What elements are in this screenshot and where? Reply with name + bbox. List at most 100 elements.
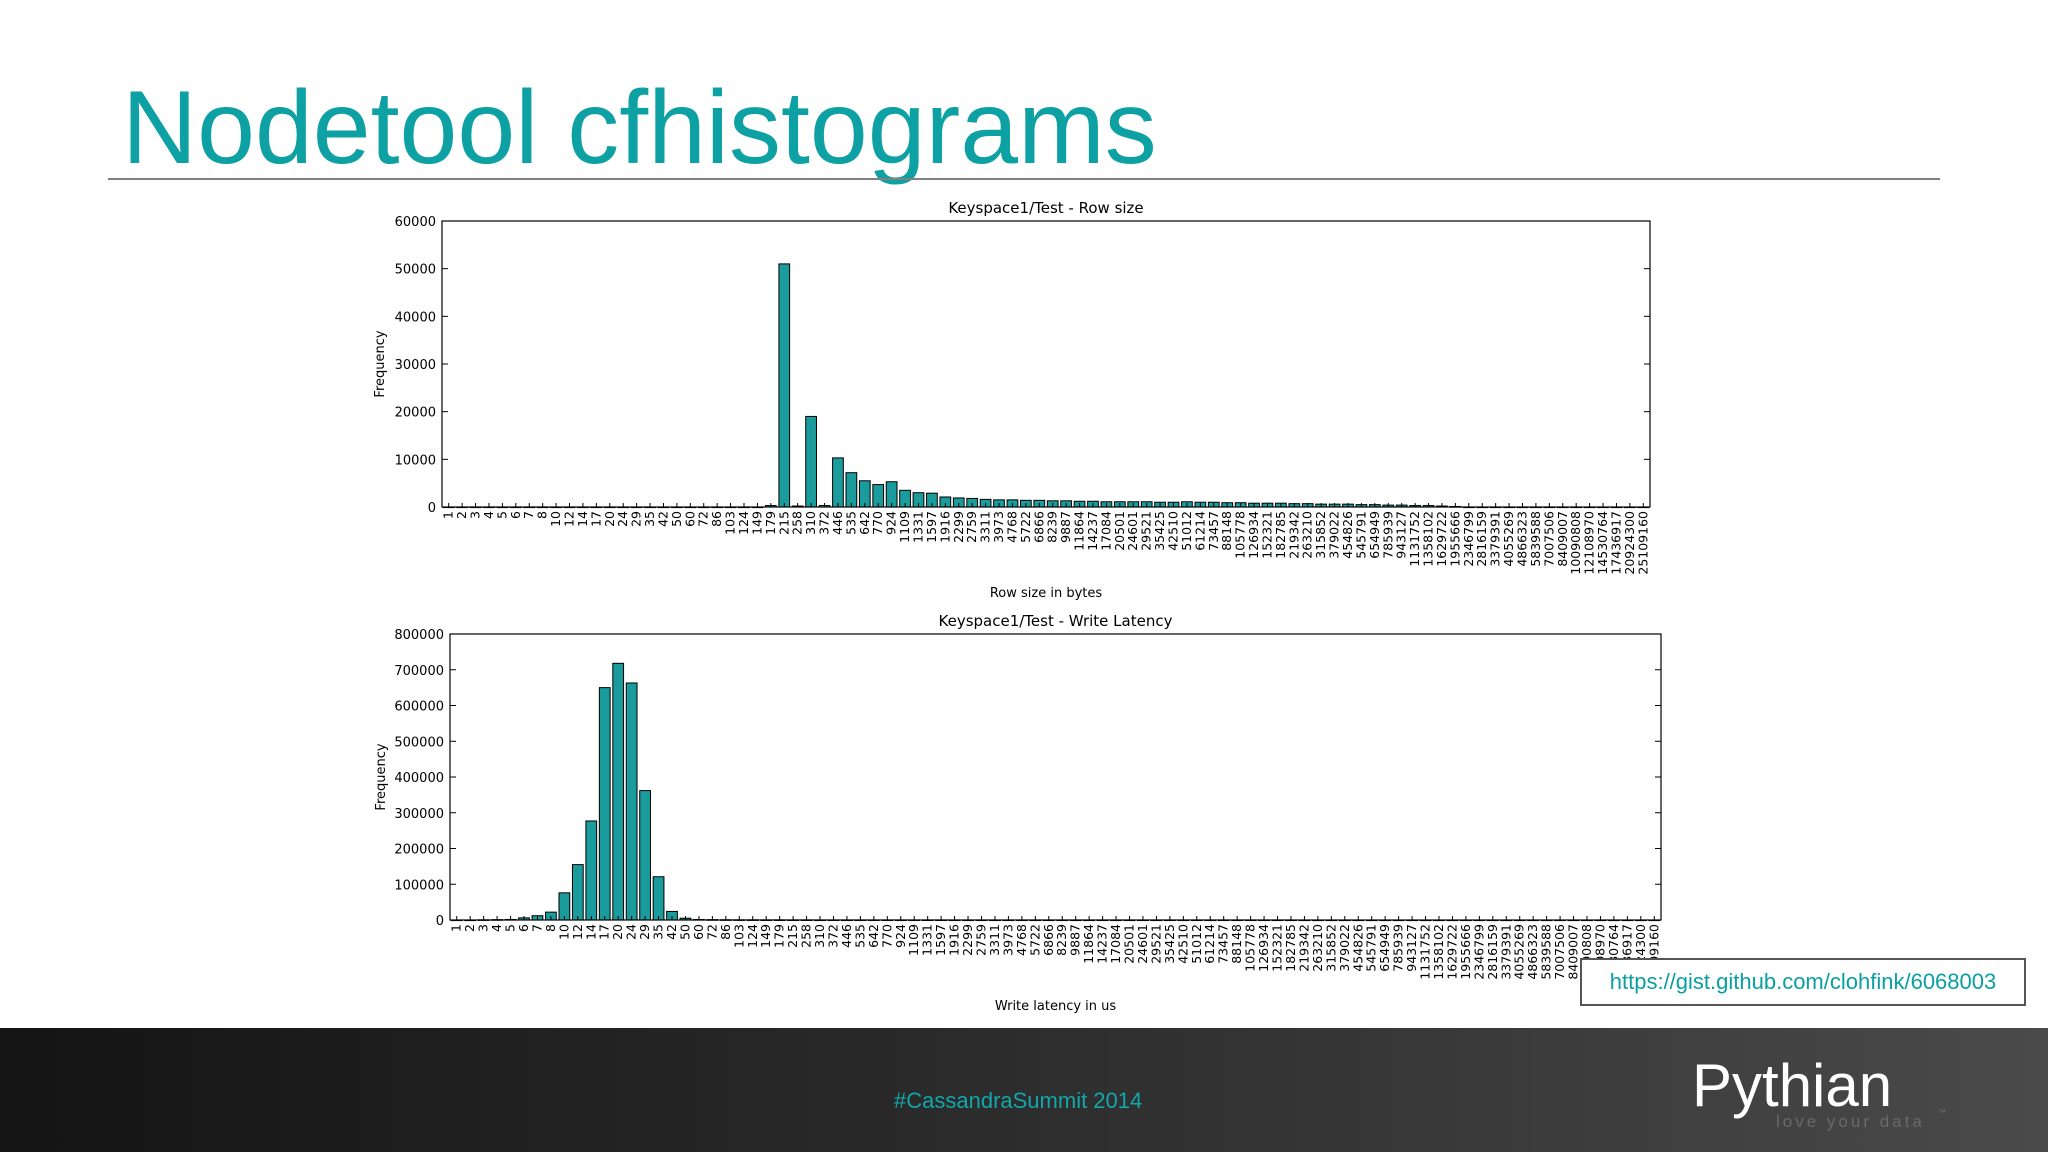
y-tick-label: 100000 bbox=[394, 878, 444, 893]
x-tick-label-4768: 4768 bbox=[1004, 511, 1019, 543]
x-tick-label-11864: 11864 bbox=[1072, 511, 1087, 551]
x-tick-label-545791: 545791 bbox=[1364, 924, 1379, 972]
y-axis-label: Frequency bbox=[373, 330, 388, 397]
x-tick-label-545791: 545791 bbox=[1353, 511, 1368, 559]
x-tick-label-785939: 785939 bbox=[1391, 924, 1406, 972]
x-tick-label-7: 7 bbox=[521, 511, 536, 519]
x-tick-label-6866: 6866 bbox=[1041, 924, 1056, 956]
x-tick-label-8239: 8239 bbox=[1045, 511, 1060, 543]
x-tick-label-25109160: 25109160 bbox=[1635, 511, 1650, 575]
x-tick-label-126934: 126934 bbox=[1256, 924, 1271, 972]
gist-link-box[interactable]: https://gist.github.com/clohfink/6068003 bbox=[1580, 958, 2026, 1006]
bar-35 bbox=[652, 876, 665, 921]
x-tick-label-446: 446 bbox=[839, 924, 854, 948]
x-tick-label-1955666: 1955666 bbox=[1458, 924, 1473, 980]
x-tick-label-219342: 219342 bbox=[1296, 924, 1311, 972]
x-tick-label-24: 24 bbox=[615, 511, 630, 527]
bar-10 bbox=[558, 892, 571, 921]
x-tick-label-1955666: 1955666 bbox=[1447, 511, 1462, 567]
x-tick-label-1131752: 1131752 bbox=[1418, 924, 1433, 980]
x-tick-label-10090808: 10090808 bbox=[1568, 511, 1583, 575]
y-tick-label: 300000 bbox=[394, 807, 444, 822]
x-tick-label-1597: 1597 bbox=[924, 511, 939, 543]
x-tick-label-8239: 8239 bbox=[1054, 924, 1069, 956]
logo-trademark: ™ bbox=[1938, 1108, 1946, 1117]
x-tick-label-105778: 105778 bbox=[1233, 511, 1248, 559]
bar-14 bbox=[585, 820, 598, 921]
x-tick-label-1: 1 bbox=[441, 511, 456, 519]
x-tick-label-20924300: 20924300 bbox=[1622, 511, 1637, 575]
x-tick-label-24: 24 bbox=[624, 924, 639, 940]
x-tick-label-35425: 35425 bbox=[1162, 924, 1177, 964]
bar-446 bbox=[832, 457, 844, 508]
x-tick-label-5722: 5722 bbox=[1018, 511, 1033, 543]
x-tick-label-785939: 785939 bbox=[1380, 511, 1395, 559]
x-tick-label-1358102: 1358102 bbox=[1431, 924, 1446, 980]
x-tick-label-654949: 654949 bbox=[1367, 511, 1382, 559]
x-tick-label-29521: 29521 bbox=[1148, 924, 1163, 964]
logo-wordmark: Pythian bbox=[1692, 1052, 1893, 1119]
gist-link[interactable]: https://gist.github.com/clohfink/6068003 bbox=[1609, 969, 1997, 994]
bar-24 bbox=[625, 682, 638, 921]
x-tick-label-3973: 3973 bbox=[991, 511, 1006, 543]
y-tick-label: 0 bbox=[428, 501, 436, 516]
x-tick-label-258: 258 bbox=[799, 924, 814, 948]
y-tick-label: 50000 bbox=[395, 263, 436, 278]
x-tick-label-50: 50 bbox=[677, 924, 692, 940]
x-tick-label-215: 215 bbox=[776, 511, 791, 535]
x-tick-label-8: 8 bbox=[543, 924, 558, 932]
x-tick-label-315852: 315852 bbox=[1313, 511, 1328, 559]
x-tick-label-372: 372 bbox=[817, 511, 832, 535]
x-tick-label-943127: 943127 bbox=[1394, 511, 1409, 559]
x-tick-label-72: 72 bbox=[704, 924, 719, 940]
y-tick-label: 60000 bbox=[395, 215, 436, 230]
x-tick-label-29521: 29521 bbox=[1139, 511, 1154, 551]
x-tick-label-17: 17 bbox=[597, 924, 612, 940]
x-tick-label-12: 12 bbox=[570, 924, 585, 940]
slide-title: Nodetool cfhistograms bbox=[122, 70, 1157, 186]
logo-tagline: love your data bbox=[1776, 1112, 1925, 1131]
x-tick-label-124: 124 bbox=[736, 511, 751, 535]
x-tick-label-182785: 182785 bbox=[1283, 924, 1298, 972]
x-tick-label-642: 642 bbox=[857, 511, 872, 535]
x-tick-label-50: 50 bbox=[669, 511, 684, 527]
write-latency-histogram: Keyspace1/Test - Write Latency 0 100000 200… bbox=[374, 612, 1662, 1014]
x-tick-label-924: 924 bbox=[884, 511, 899, 535]
y-tick-label: 10000 bbox=[395, 453, 436, 468]
x-tick-label-20: 20 bbox=[602, 511, 617, 527]
y-tick-label: 40000 bbox=[395, 310, 436, 325]
x-tick-label-11864: 11864 bbox=[1081, 924, 1096, 964]
x-tick-label-263210: 263210 bbox=[1310, 924, 1325, 972]
x-tick-label-6: 6 bbox=[516, 924, 531, 932]
row-size-histogram: Keyspace1/Test - Row size 0 10000 20000 3000… bbox=[373, 199, 1651, 600]
x-tick-label-2346799: 2346799 bbox=[1471, 924, 1486, 980]
x-tick-label-8409007: 8409007 bbox=[1555, 511, 1570, 567]
x-tick-label-3973: 3973 bbox=[1000, 924, 1015, 956]
x-tick-label-73457: 73457 bbox=[1206, 511, 1221, 551]
bar-310 bbox=[805, 415, 817, 508]
x-tick-label-149: 149 bbox=[749, 511, 764, 535]
x-tick-label-24601: 24601 bbox=[1135, 924, 1150, 964]
x-tick-label-88148: 88148 bbox=[1229, 924, 1244, 964]
x-tick-label-315852: 315852 bbox=[1323, 924, 1338, 972]
x-tick-label-20501: 20501 bbox=[1122, 924, 1137, 964]
x-tick-label-258: 258 bbox=[790, 511, 805, 535]
x-tick-label-88148: 88148 bbox=[1219, 511, 1234, 551]
x-tick-label-12: 12 bbox=[562, 511, 577, 527]
footer-hashtag: #CassandraSummit 2014 bbox=[894, 1088, 1143, 1113]
x-tick-label-4768: 4768 bbox=[1014, 924, 1029, 956]
x-tick-label-454826: 454826 bbox=[1350, 924, 1365, 972]
x-tick-label-310: 310 bbox=[812, 924, 827, 948]
x-tick-label-3379391: 3379391 bbox=[1498, 924, 1513, 980]
x-tick-label-9887: 9887 bbox=[1068, 924, 1083, 956]
x-tick-label-7: 7 bbox=[529, 924, 544, 932]
x-tick-label-2346799: 2346799 bbox=[1461, 511, 1476, 567]
x-tick-label-29: 29 bbox=[629, 511, 644, 527]
x-tick-label-3379391: 3379391 bbox=[1488, 511, 1503, 567]
y-tick-label: 700000 bbox=[394, 664, 444, 679]
x-tick-label-3311: 3311 bbox=[978, 511, 993, 543]
bar-29 bbox=[639, 790, 651, 921]
x-tick-label-42510: 42510 bbox=[1175, 924, 1190, 964]
title-divider bbox=[108, 178, 1940, 180]
x-tick-label-6: 6 bbox=[508, 511, 523, 519]
